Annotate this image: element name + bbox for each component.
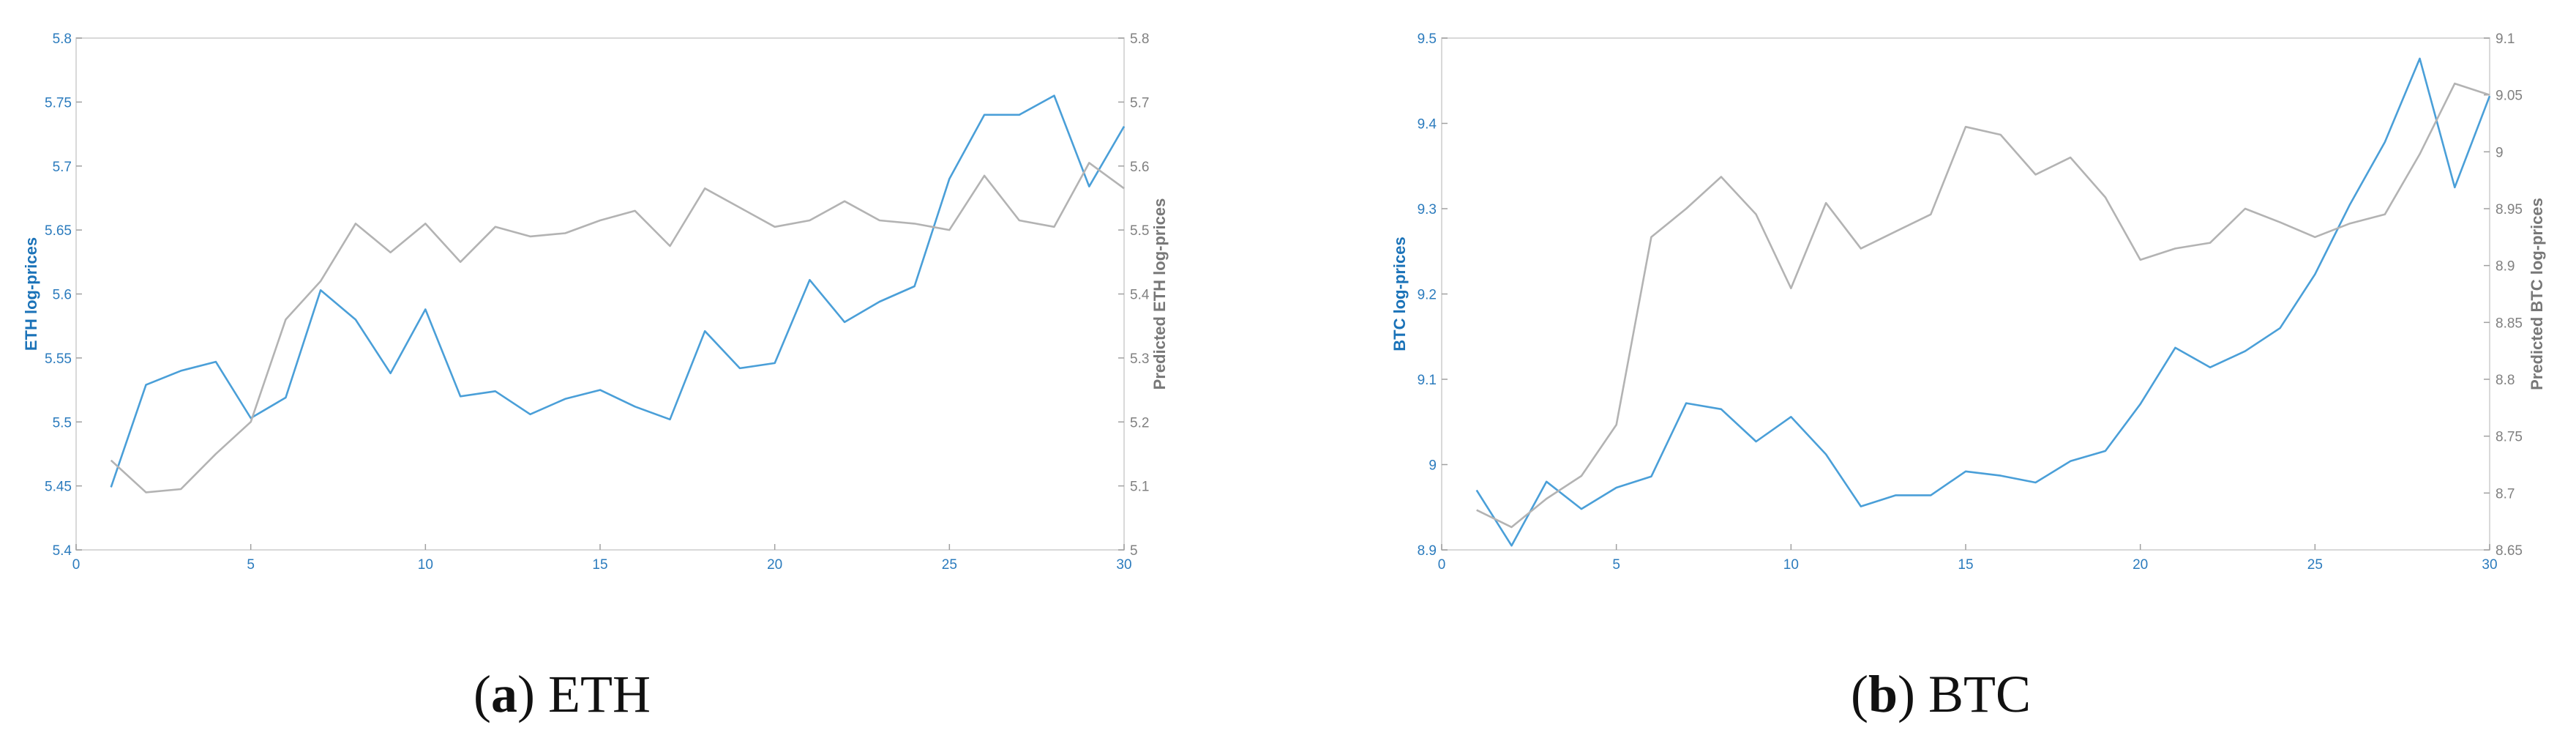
y-right-tick-label: 8.7 (2496, 486, 2515, 502)
caption-close-paren: ) (1898, 665, 1928, 723)
y-right-tick-label: 5.4 (1130, 288, 1150, 303)
predicted-price-line (1476, 82, 2490, 529)
x-tick-label: 25 (2307, 557, 2323, 573)
y-right-tick-label: 8.9 (2496, 259, 2515, 275)
y-left-tick-label: 9.1 (1418, 373, 1437, 388)
x-tick-label: 10 (418, 557, 433, 573)
y-left-axis-label: ETH log-prices (22, 237, 40, 351)
x-tick-label: 5 (1612, 557, 1620, 573)
actual-price-line (110, 94, 1126, 488)
caption-close-paren: ) (517, 665, 548, 723)
caption-letter: a (491, 665, 517, 723)
y-left-axis-label: BTC log-prices (1390, 237, 1409, 351)
y-left-tick-label: 5.7 (53, 160, 72, 175)
y-left-tick-label: 5.55 (45, 351, 72, 367)
caption-text: BTC (1928, 665, 2031, 723)
x-tick-label: 5 (247, 557, 255, 573)
x-tick-label: 0 (72, 557, 80, 573)
y-left-tick-label: 5.6 (53, 288, 72, 303)
y-right-tick-label: 8.95 (2496, 202, 2523, 217)
y-right-tick-label: 5.6 (1130, 160, 1149, 175)
y-left-tick-label: 9.4 (1418, 117, 1437, 133)
caption-letter: b (1868, 665, 1898, 723)
y-left-tick-label: 9 (1429, 458, 1437, 474)
y-left-tick-label: 5.75 (45, 95, 72, 111)
x-tick-label: 15 (1958, 557, 1973, 573)
y-right-tick-label: 9 (2496, 145, 2504, 160)
y-left-tick-label: 9.5 (1418, 31, 1437, 47)
y-right-tick-label: 5.3 (1130, 351, 1149, 367)
y-left-tick-label: 5.8 (53, 31, 72, 47)
x-tick-label: 20 (2133, 557, 2148, 573)
y-right-axis-label: Predicted BTC log-prices (2528, 198, 2546, 390)
x-tick-label: 0 (1438, 557, 1446, 573)
y-right-tick-label: 8.8 (2496, 373, 2515, 388)
y-left-tick-label: 5.45 (45, 480, 72, 495)
subfigure-caption: (b) BTC (1851, 665, 2031, 723)
y-right-tick-label: 8.65 (2496, 543, 2523, 559)
y-left-tick-label: 5.5 (53, 415, 72, 431)
y-right-tick-label: 5.7 (1130, 95, 1149, 111)
x-tick-label: 10 (1783, 557, 1799, 573)
predicted-price-line (110, 162, 1125, 494)
x-tick-label: 20 (767, 557, 782, 573)
x-tick-label: 30 (2482, 557, 2497, 573)
x-tick-label: 25 (942, 557, 957, 573)
y-right-tick-label: 8.85 (2496, 316, 2523, 331)
y-right-tick-label: 9.1 (2496, 31, 2515, 47)
plot-area (75, 37, 1125, 551)
caption-open-paren: ( (473, 665, 491, 723)
y-right-tick-label: 5.1 (1130, 480, 1149, 495)
caption-text: ETH (548, 665, 651, 723)
x-tick-label: 15 (592, 557, 607, 573)
y-left-tick-label: 9.2 (1418, 288, 1437, 303)
caption-open-paren: ( (1851, 665, 1868, 723)
y-left-tick-label: 9.3 (1418, 202, 1437, 217)
actual-price-line (1475, 57, 2491, 547)
y-right-tick-label: 8.75 (2496, 430, 2523, 445)
y-left-tick-label: 5.4 (53, 543, 72, 559)
y-right-tick-label: 5 (1130, 543, 1138, 559)
y-right-tick-label: 5.2 (1130, 415, 1149, 431)
y-left-tick-label: 5.65 (45, 223, 72, 239)
y-left-tick-label: 8.9 (1418, 543, 1437, 559)
plot-area (1441, 37, 2490, 551)
y-right-tick-label: 5.5 (1130, 223, 1149, 239)
subfigure-caption: (a) ETH (473, 665, 651, 723)
btc-chart: 0 5 10 15 20 25 30 8.9 9 9.1 9.2 9.3 9.4 9.5 8.65 8.7 8.… (1390, 31, 2546, 723)
x-tick-label: 30 (1116, 557, 1131, 573)
y-right-tick-label: 9.05 (2496, 89, 2523, 104)
y-right-tick-label: 5.8 (1130, 31, 1149, 47)
y-right-axis-label: Predicted ETH log-prices (1150, 198, 1169, 390)
eth-chart: 0 5 10 15 20 25 305.45.455.55.555.65.655.75.75… (22, 31, 1169, 723)
